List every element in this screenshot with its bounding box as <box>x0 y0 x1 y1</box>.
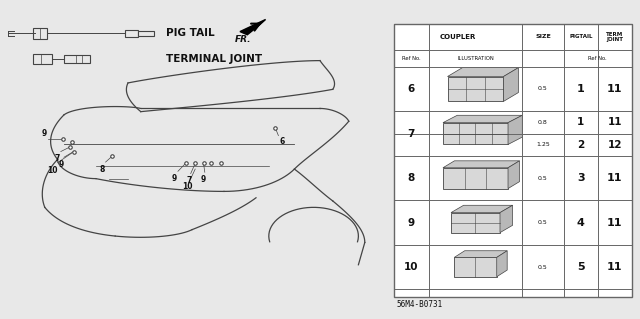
Text: 4: 4 <box>577 218 585 228</box>
Polygon shape <box>443 161 520 168</box>
Text: 5: 5 <box>577 262 585 272</box>
Text: 11: 11 <box>607 218 623 228</box>
Bar <box>447 77 504 101</box>
Text: ILLUSTRATION: ILLUSTRATION <box>457 56 494 61</box>
Text: 56M4-B0731: 56M4-B0731 <box>397 300 443 309</box>
Text: 9: 9 <box>201 175 206 184</box>
Polygon shape <box>447 68 518 77</box>
Text: PIG TAIL: PIG TAIL <box>166 28 215 39</box>
Text: TERMINAL JOINT: TERMINAL JOINT <box>166 54 262 64</box>
Polygon shape <box>454 251 507 257</box>
Text: 9: 9 <box>408 218 415 228</box>
Polygon shape <box>508 161 520 189</box>
Text: 3: 3 <box>577 173 585 183</box>
Text: PIGTAIL: PIGTAIL <box>569 34 593 39</box>
Text: 8: 8 <box>100 165 105 174</box>
Bar <box>64 55 90 63</box>
Text: 12: 12 <box>607 140 622 150</box>
Polygon shape <box>500 205 513 233</box>
Text: 1: 1 <box>577 117 584 127</box>
Text: 0.5: 0.5 <box>538 176 548 181</box>
Text: Ref No.: Ref No. <box>402 56 420 61</box>
Bar <box>394 24 632 297</box>
Bar <box>138 31 154 36</box>
Bar <box>443 168 508 189</box>
Text: 0.5: 0.5 <box>538 86 548 92</box>
Text: 10: 10 <box>182 182 193 191</box>
Bar <box>125 30 138 37</box>
Text: 8: 8 <box>408 173 415 183</box>
Polygon shape <box>451 205 513 213</box>
Text: 9: 9 <box>59 160 64 169</box>
Text: 6: 6 <box>408 84 415 94</box>
Text: 0.5: 0.5 <box>538 264 548 270</box>
Text: 0.8: 0.8 <box>538 120 548 125</box>
Polygon shape <box>497 251 507 277</box>
Bar <box>451 213 500 233</box>
Polygon shape <box>504 68 518 101</box>
Text: 0.5: 0.5 <box>538 220 548 225</box>
Text: 10: 10 <box>47 166 58 174</box>
Text: 10: 10 <box>404 262 419 272</box>
Polygon shape <box>443 115 522 123</box>
Text: 1.25: 1.25 <box>536 142 550 147</box>
Text: SIZE: SIZE <box>535 34 551 39</box>
Polygon shape <box>508 115 522 145</box>
Text: 11: 11 <box>607 262 623 272</box>
Text: 9: 9 <box>172 174 177 182</box>
Text: 11: 11 <box>607 173 623 183</box>
Text: 1: 1 <box>577 84 585 94</box>
Text: 6: 6 <box>280 137 285 145</box>
Polygon shape <box>240 19 266 35</box>
Bar <box>33 54 52 64</box>
Text: 7: 7 <box>186 176 191 185</box>
Bar <box>33 28 47 39</box>
Text: COUPLER: COUPLER <box>440 34 476 40</box>
Bar <box>443 123 508 145</box>
Text: FR.: FR. <box>235 35 252 44</box>
Text: 7: 7 <box>55 154 60 163</box>
Text: TERM
JOINT: TERM JOINT <box>606 32 623 42</box>
Bar <box>454 257 497 277</box>
Text: Ref No.: Ref No. <box>588 56 607 61</box>
Text: 11: 11 <box>607 117 622 127</box>
Text: 9: 9 <box>42 129 47 138</box>
Text: 7: 7 <box>408 129 415 138</box>
Text: 2: 2 <box>577 140 584 150</box>
Text: 11: 11 <box>607 84 623 94</box>
